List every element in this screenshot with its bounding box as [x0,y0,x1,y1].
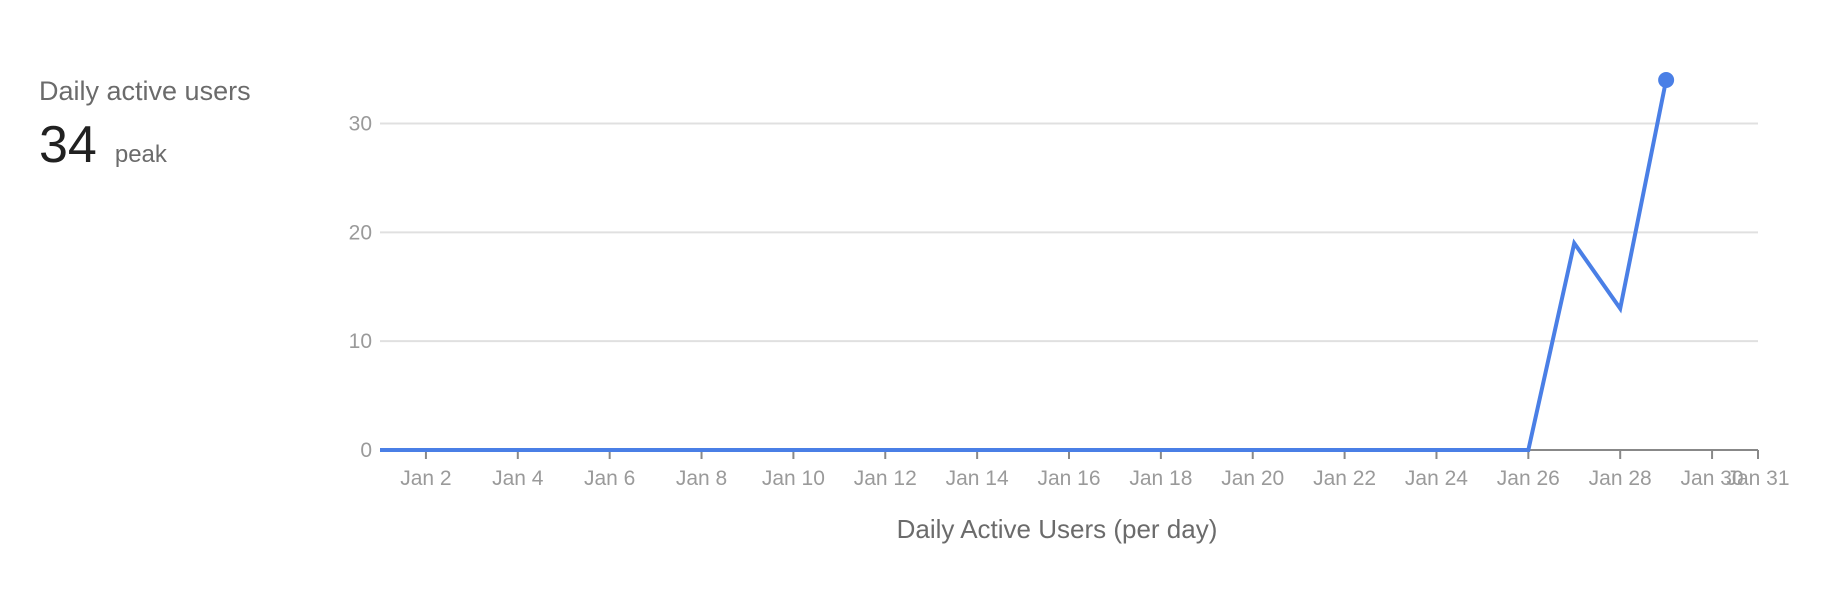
y-tick-label: 20 [349,221,372,244]
data-point [1480,448,1484,452]
x-tick-label: Jan 2 [400,467,451,490]
data-point [975,448,979,452]
data-point [700,448,704,452]
data-point [470,448,474,452]
y-tick-label: 30 [349,113,372,136]
data-point [1067,448,1071,452]
x-tick-label: Jan 26 [1497,467,1560,490]
x-tick-label: Jan 28 [1589,467,1652,490]
summary-label: Daily active users [39,76,251,106]
x-tick-label: Jan 16 [1037,467,1100,490]
summary-row: 34 peak [39,119,251,171]
data-point [1434,448,1438,452]
data-point [1389,448,1393,452]
series-layer [378,72,1675,452]
data-point [1618,307,1622,311]
data-point [929,448,933,452]
x-tick-label: Jan 14 [946,467,1009,490]
grid-layer [380,122,1758,343]
x-tick-label: Jan 18 [1129,467,1192,490]
x-tick-label: Jan 31 [1726,467,1789,490]
x-tick-label: Jan 22 [1313,467,1376,490]
data-point [1572,241,1576,245]
data-point [424,448,428,452]
data-point [1297,448,1301,452]
x-axis-title: Daily Active Users (per day) [897,514,1218,544]
data-point [1159,448,1163,452]
x-tick-label: Jan 8 [676,467,727,490]
x-tick-label: Jan 24 [1405,467,1468,490]
data-point [1526,448,1530,452]
data-point [883,448,887,452]
data-point [378,448,382,452]
data-point [837,448,841,452]
series-line-0 [380,79,1669,452]
data-point [1021,448,1025,452]
summary-value: 34 [39,116,97,174]
data-point [562,448,566,452]
axis-layer: 0 10 20 30 Jan 2 Jan 4 Jan 6 Jan 8 Jan 10 Jan 12 J… [349,113,1790,490]
x-tick-label: Jan 6 [584,467,635,490]
y-tick-label: 0 [360,439,372,462]
data-point [1251,448,1255,452]
data-point [1113,448,1117,452]
x-tick-label: Jan 20 [1221,467,1284,490]
x-tick-label: Jan 30 [1681,467,1744,490]
data-point [1343,448,1347,452]
x-tick-label: Jan 10 [762,467,825,490]
summary-panel: Daily active users 34 peak [39,76,251,172]
data-point [745,448,749,452]
data-point [1205,448,1209,452]
data-point [608,448,612,452]
data-point [791,448,795,452]
x-tick-label: Jan 4 [492,467,544,490]
data-point [516,448,520,452]
data-point [654,448,658,452]
end-point-marker [1658,72,1675,88]
y-tick-label: 10 [349,330,372,353]
summary-unit: peak [114,141,167,168]
x-tick-label: Jan 12 [854,467,917,490]
